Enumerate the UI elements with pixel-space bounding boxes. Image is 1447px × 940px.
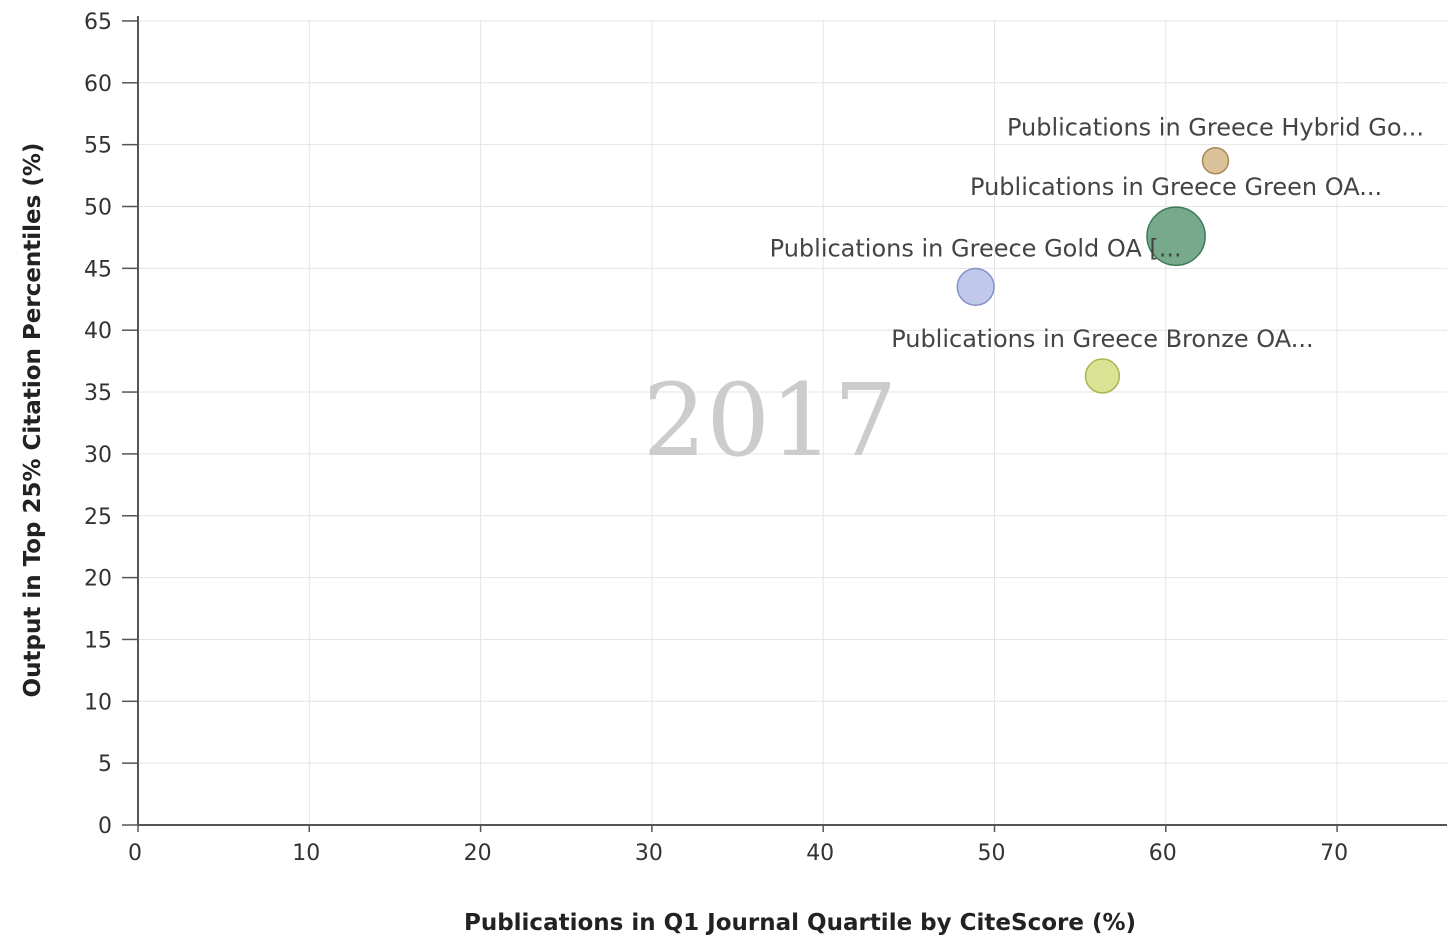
bubble-point xyxy=(956,267,995,307)
x-tick-label: 0 xyxy=(128,841,142,866)
bubbles xyxy=(956,146,1230,394)
x-tick-label: 60 xyxy=(1149,841,1177,866)
x-tick-label: 40 xyxy=(806,841,834,866)
axes xyxy=(137,16,1447,826)
y-tick-label: 45 xyxy=(84,257,112,282)
y-tick-label: 5 xyxy=(98,752,112,777)
y-tick-label: 15 xyxy=(84,628,112,653)
y-tick-label: 20 xyxy=(84,567,112,592)
bubble-label: Publications in Greece Green OA... xyxy=(970,173,1382,201)
bubble-point xyxy=(1201,146,1230,175)
y-tick-label: 40 xyxy=(84,319,112,344)
x-axis-title: Publications in Q1 Journal Quartile by C… xyxy=(464,910,1136,936)
x-tick-label: 20 xyxy=(464,841,492,866)
x-tick-label: 30 xyxy=(635,841,663,866)
y-tick-label: 55 xyxy=(84,134,112,159)
y-axis-ticks: 0 5 10 15 20 25 30 35 40 45 50 55 60 65 xyxy=(84,10,138,839)
y-tick-label: 50 xyxy=(84,196,112,221)
y-tick-label: 35 xyxy=(84,381,112,406)
y-tick-label: 65 xyxy=(84,10,112,35)
x-tick-label: 70 xyxy=(1320,841,1348,866)
x-tick-label: 10 xyxy=(292,841,320,866)
y-tick-label: 25 xyxy=(84,505,112,530)
year-watermark: 2017 xyxy=(643,362,898,479)
y-tick-label: 30 xyxy=(84,443,112,468)
y-tick-label: 60 xyxy=(84,72,112,97)
x-axis-ticks: 0 10 20 30 40 50 60 70 xyxy=(128,825,1348,866)
bubble-label: Publications in Greece Hybrid Go... xyxy=(1007,114,1424,142)
grid-lines xyxy=(138,20,1447,825)
bubble-point xyxy=(1084,358,1121,394)
bubble-labels: Publications in Greece Hybrid Go... Publi… xyxy=(770,114,1424,353)
y-tick-label: 10 xyxy=(84,690,112,715)
bubble-label: Publications in Greece Bronze OA... xyxy=(891,325,1313,353)
y-tick-label: 0 xyxy=(98,814,112,839)
x-tick-label: 50 xyxy=(978,841,1006,866)
bubble-label: Publications in Greece Gold OA [... xyxy=(770,235,1182,263)
y-axis-title: Output in Top 25% Citation Percentiles (… xyxy=(20,143,46,698)
bubble-point xyxy=(1146,206,1206,267)
